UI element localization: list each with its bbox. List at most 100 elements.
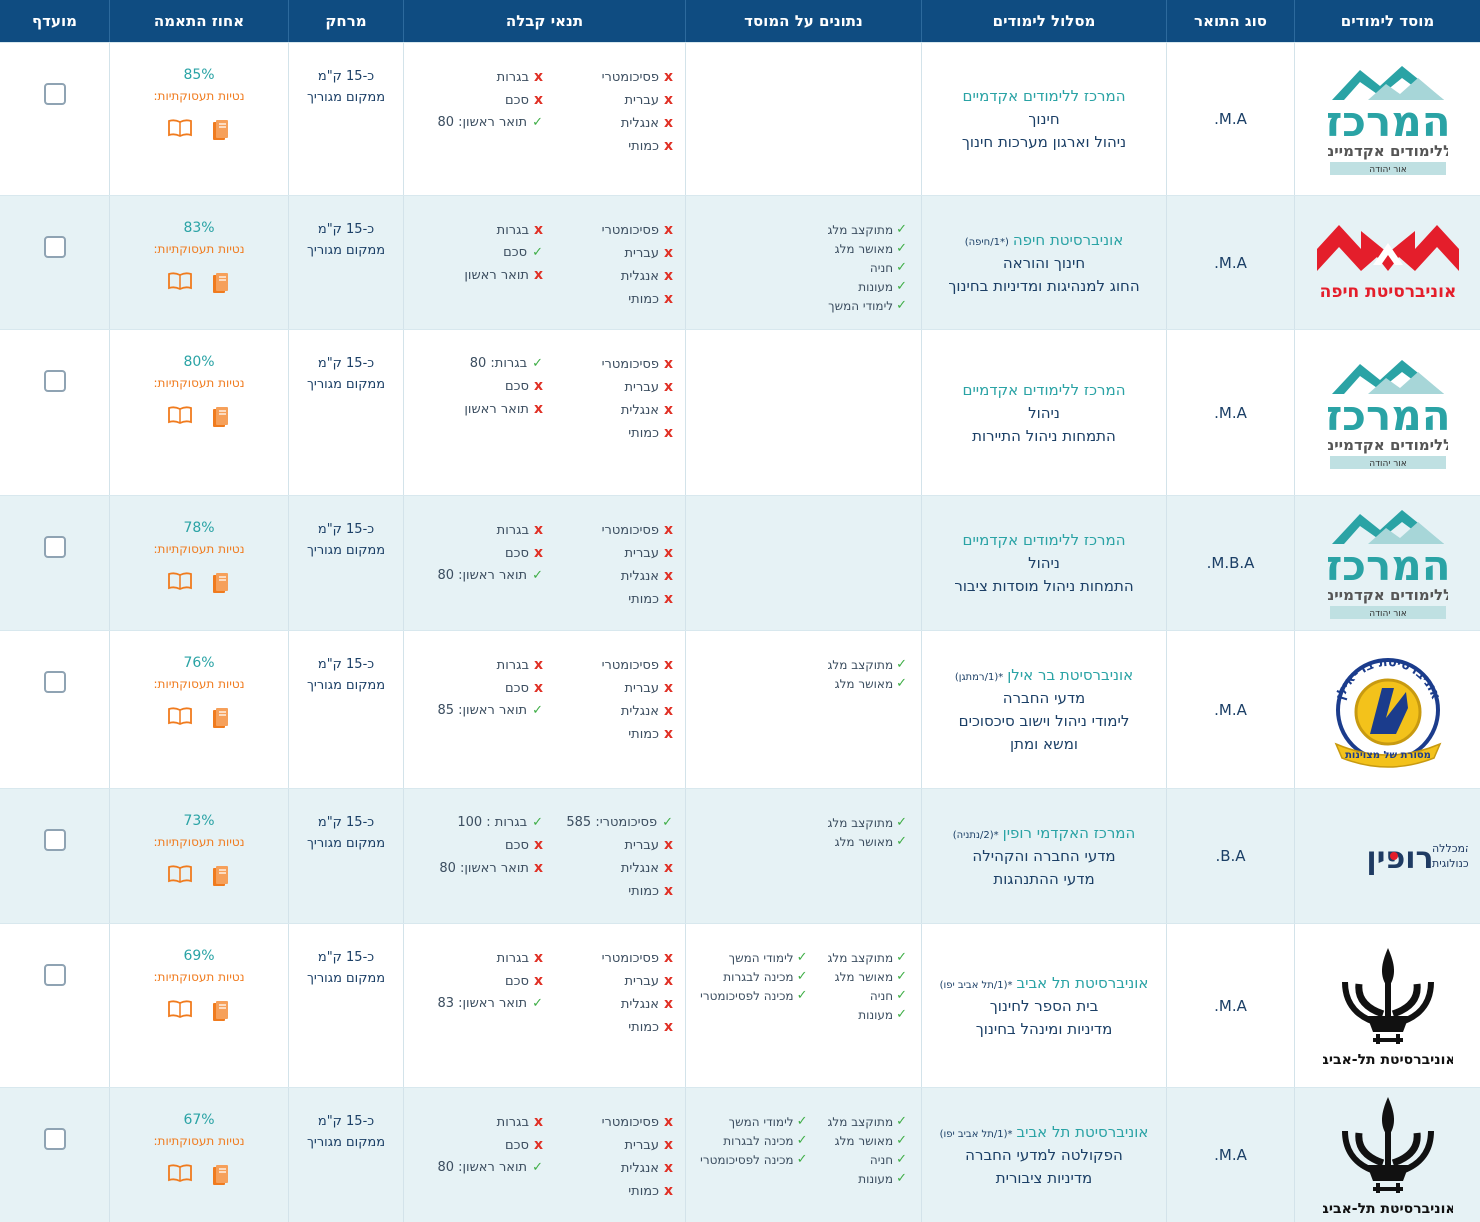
- books-icon[interactable]: [210, 707, 230, 733]
- admission-requirements-cell: x פסיכומטרי x עברית x אנגלית x כמותי x בגרות x סכם ✓…: [403, 924, 685, 1087]
- check-icon: ✓: [896, 298, 907, 313]
- books-icon[interactable]: [210, 572, 230, 598]
- check-icon: ✓: [896, 279, 907, 294]
- distance-cell: כ-15 ק"מ ממקום מגוריך: [288, 496, 403, 630]
- degree-type: M.A.: [1166, 330, 1294, 495]
- open-book-icon[interactable]: [168, 572, 192, 598]
- requirement-item: x אנגלית: [543, 996, 673, 1012]
- favorite-checkbox[interactable]: [43, 964, 66, 986]
- favorite-checkbox[interactable]: [43, 236, 66, 258]
- institution-name-link[interactable]: אוניברסיטת תל אביב: [1016, 973, 1149, 992]
- logo-tag: אור יהודה: [1369, 609, 1407, 619]
- requirement-item: x סכם: [437, 973, 543, 989]
- open-book-icon[interactable]: [168, 865, 192, 891]
- cross-icon: x: [533, 860, 543, 876]
- books-icon[interactable]: [210, 1164, 230, 1190]
- match-icons: [168, 1164, 230, 1190]
- requirement-label: עברית: [624, 379, 659, 395]
- books-icon[interactable]: [210, 119, 230, 145]
- requirement-label: פסיכומטרי: [601, 69, 659, 85]
- ruppin-logo: רופין המכללה הטכנולוגית: [1366, 841, 1468, 876]
- cross-icon: x: [533, 222, 543, 238]
- logo-tag: אור יהודה: [1369, 165, 1407, 175]
- requirement-item: x עברית: [543, 1137, 673, 1153]
- favorite-checkbox[interactable]: [43, 1128, 66, 1150]
- requirements-column: ✓ בגרות : 100 x סכם x תואר ראשון: 80: [439, 815, 543, 899]
- fact-label: לימודי המשך: [728, 1114, 794, 1129]
- requirement-item: x סכם: [464, 378, 543, 394]
- institution-name-link[interactable]: אוניברסיטת חיפה: [1012, 230, 1124, 249]
- facts-list: ✓ מתוקצב מלג ✓ מאושר מלג: [686, 657, 921, 691]
- institution-name-link[interactable]: המרכז ללימודים אקדמיים: [962, 531, 1126, 549]
- open-book-icon[interactable]: [168, 406, 192, 432]
- open-book-icon[interactable]: [168, 119, 192, 145]
- employment-tendencies-label: נטיות תעסוקתיות:: [153, 1134, 245, 1148]
- cross-icon: x: [663, 726, 673, 742]
- header-distance: מרחק: [288, 0, 403, 42]
- requirement-item: x בגרות: [437, 69, 543, 85]
- institution-name-link[interactable]: אוניברסיטת בר אילן: [1007, 666, 1134, 684]
- check-icon: ✓: [662, 815, 673, 830]
- fact-item: ✓ לימודי המשך: [700, 950, 808, 965]
- requirement-item: x אנגלית: [543, 703, 673, 719]
- merkaz-logo: המרכז ללימודים אקדמיים אור יהודה: [1328, 66, 1448, 175]
- books-icon[interactable]: [210, 865, 230, 891]
- requirements-column: x בגרות x סכם ✓ תואר ראשון: 80: [437, 69, 543, 154]
- institution-logo-cell: אוניברסיטת תל-אביב: [1294, 924, 1480, 1087]
- favorite-checkbox[interactable]: [43, 536, 66, 558]
- requirement-label: פסיכומטרי: [601, 657, 659, 673]
- favorite-checkbox[interactable]: [43, 370, 66, 392]
- track-line: החוג למנהיגות ומדיניות בחינוך: [948, 276, 1140, 295]
- logo-name: המרכז: [1328, 391, 1448, 440]
- requirement-item: x אנגלית: [543, 402, 673, 418]
- facts-column: ✓ מתוקצב מלג ✓ מאושר מלג ✓ חניה ✓ מעונות: [827, 950, 907, 1022]
- requirement-label: סכם: [503, 245, 528, 260]
- fact-item: ✓ מתוקצב מלג: [827, 657, 907, 672]
- institution-facts-cell: ✓ מתוקצב מלג ✓ מאושר מלג ✓ חניה ✓ מעונות ✓ לימודי…: [685, 1088, 921, 1222]
- favorite-checkbox[interactable]: [43, 83, 66, 105]
- merkaz-logo: המרכז ללימודים אקדמיים אור יהודה: [1328, 510, 1448, 619]
- match-icons: [168, 865, 230, 891]
- requirement-item: ✓ בגרות : 100: [439, 815, 543, 830]
- fact-item: ✓ מאושר מלג: [827, 969, 907, 984]
- fact-label: מאושר מלג: [834, 834, 894, 849]
- study-track-cell: אוניברסיטת תל אביב *(1/תל אביב יפו) הפקולט…: [921, 1088, 1166, 1222]
- institution-heading: המרכז ללימודים אקדמיים: [963, 381, 1126, 399]
- institution-logo-cell: המרכז ללימודים אקדמיים אור יהודה: [1294, 330, 1480, 495]
- institution-name-link[interactable]: המרכז האקדמי רופין: [1002, 824, 1136, 842]
- open-book-icon[interactable]: [168, 272, 192, 298]
- requirements-list: x פסיכומטרי x עברית x אנגלית x כמותי x בגרות x סכם ✓…: [404, 950, 685, 1035]
- requirement-item: ✓ תואר ראשון: 80: [437, 1160, 543, 1175]
- books-icon[interactable]: [210, 406, 230, 432]
- fact-item: ✓ מעונות: [827, 1171, 907, 1186]
- fact-item: ✓ מכינה לפסיכומטרי: [700, 1152, 807, 1167]
- requirement-item: x פסיכומטרי: [543, 1114, 673, 1130]
- header-degree: סוג התואר: [1166, 0, 1294, 42]
- favorite-checkbox[interactable]: [43, 829, 66, 851]
- check-icon: ✓: [896, 260, 907, 275]
- requirement-label: כמותי: [628, 726, 659, 742]
- requirement-item: x אנגלית: [543, 115, 673, 131]
- institution-name-link[interactable]: אוניברסיטת תל אביב: [1016, 1123, 1149, 1141]
- requirement-label: פסיכומטרי: [601, 950, 659, 966]
- open-book-icon[interactable]: [168, 1000, 192, 1026]
- favorite-checkbox[interactable]: [43, 671, 66, 693]
- distance-value: כ-15 ק"מ: [317, 1114, 375, 1129]
- requirements-column: x פסיכומטרי x עברית x אנגלית x כמותי: [543, 69, 673, 154]
- requirement-label: אנגלית: [620, 1160, 659, 1176]
- institution-name-link[interactable]: המרכז ללימודים אקדמיים: [962, 87, 1126, 105]
- books-icon[interactable]: [210, 1000, 230, 1026]
- track-line: התמחות ניהול מוסדות ציבור: [954, 577, 1134, 595]
- header-match: אחוז התאמה: [109, 0, 288, 42]
- requirement-label: כמותי: [628, 1019, 659, 1035]
- requirement-label: תואר ראשון: 85: [437, 703, 528, 718]
- requirement-item: x בגרות: [437, 1114, 543, 1130]
- institution-name-link[interactable]: המרכז ללימודים אקדמיים: [962, 380, 1126, 399]
- logo-sub: ללימודים אקדמיים: [1328, 142, 1448, 160]
- open-book-icon[interactable]: [168, 1164, 192, 1190]
- open-book-icon[interactable]: [168, 707, 192, 733]
- books-icon[interactable]: [210, 272, 230, 298]
- admission-requirements-cell: x פסיכומטרי x עברית x אנגלית x כמותי x בגרות x סכם ✓…: [403, 496, 685, 630]
- fact-item: ✓ מאושר מלג: [827, 834, 907, 849]
- institution-location-note: (*1/חיפה): [964, 236, 1009, 248]
